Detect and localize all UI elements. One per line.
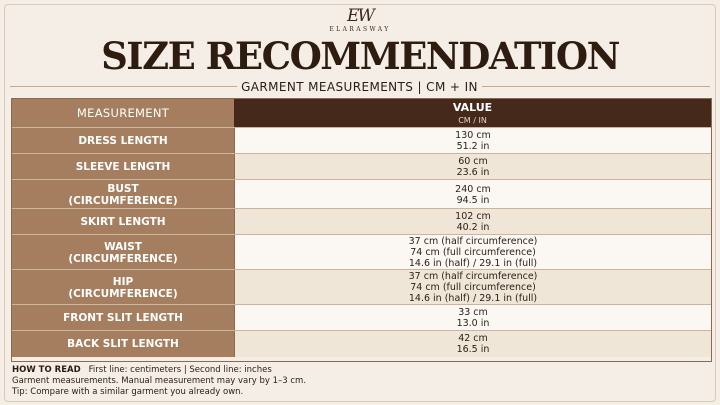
measurement-value-cell: 37 cm (half circumference) 74 cm (full ci… (235, 235, 711, 270)
measurement-name-cell: FRONT SLIT LENGTH (12, 305, 235, 331)
measurement-value-line: 51.2 in (456, 141, 490, 152)
measurement-value-line: 102 cm (455, 211, 491, 222)
header-value-label: VALUE (452, 101, 493, 114)
table-row: FRONT SLIT LENGTH 33 cm 13.0 in (12, 304, 711, 331)
measurement-value-cell: 37 cm (half circumference) 74 cm (full ci… (235, 270, 711, 305)
measurement-value-line: 42 cm (458, 333, 488, 344)
measurement-value-line: 37 cm (half circumference) (408, 236, 538, 247)
measurement-name-line: DRESS LENGTH (78, 135, 168, 147)
measurement-value-cell: 240 cm 94.5 in (235, 180, 711, 209)
measurement-name-line: SLEEVE LENGTH (75, 161, 171, 173)
measurement-value-line: 14.6 in (half) / 29.1 in (full) (408, 258, 538, 269)
table-row: HIP (CIRCUMFERENCE) 37 cm (half circumfere… (12, 269, 711, 305)
how-to-read-line: HOW TO READ First line: centimeters | Sec… (12, 365, 702, 376)
measurement-name-line: FRONT SLIT LENGTH (63, 312, 183, 324)
measurement-value-line: 33 cm (458, 307, 488, 318)
measurement-table: MEASUREMENT VALUE CM / IN DRESS LENGTH 13… (11, 98, 712, 362)
measurement-value-line: 13.0 in (456, 318, 490, 329)
measurement-name-cell: SKIRT LENGTH (12, 209, 235, 235)
measurement-value-line: 240 cm (455, 183, 491, 195)
measurement-name-line: WAIST (104, 240, 142, 253)
measurement-value-cell: 42 cm 16.5 in (235, 331, 711, 357)
measurement-value-line: 74 cm (full circumference) (410, 247, 536, 258)
measurement-value-line: 130 cm (455, 130, 491, 141)
table-row: BACK SLIT LENGTH 42 cm 16.5 in (12, 330, 711, 357)
measurement-name-cell: HIP (CIRCUMFERENCE) (12, 270, 235, 305)
header-measurement: MEASUREMENT (12, 99, 234, 127)
measurement-name-line: BUST (107, 182, 139, 195)
measurement-name-cell: BACK SLIT LENGTH (12, 331, 235, 357)
brand-monogram: EW (347, 6, 375, 26)
measurement-value-line: 14.6 in (half) / 29.1 in (full) (408, 293, 538, 304)
table-row: BUST (CIRCUMFERENCE) 240 cm 94.5 in (12, 179, 711, 209)
measurement-value-line: 60 cm (458, 156, 488, 167)
how-to-read-legend: First line: centimeters | Second line: i… (88, 365, 272, 375)
brand-logo: EW ELARASWAY (0, 6, 720, 33)
measurement-value-line: 94.5 in (456, 194, 490, 206)
header-value: VALUE CM / IN (234, 99, 711, 127)
measurement-name-line: (CIRCUMFERENCE) (68, 252, 178, 265)
measurement-value-line: 23.6 in (456, 167, 490, 178)
brand-name: ELARASWAY (329, 26, 391, 33)
measurement-name-line: (CIRCUMFERENCE) (68, 287, 178, 300)
subtitle-rule-right (482, 86, 710, 87)
measurement-value-line: 37 cm (half circumference) (408, 271, 538, 282)
page-title: SIZE RECOMMENDATION (101, 34, 620, 78)
how-to-read-label: HOW TO READ (12, 365, 81, 375)
measurement-name-cell: BUST (CIRCUMFERENCE) (12, 180, 235, 209)
subtitle-rule-left (10, 86, 237, 87)
measurement-value-line: 74 cm (full circumference) (410, 282, 536, 293)
header-value-unit: CM / IN (458, 116, 487, 125)
measurement-value-cell: 60 cm 23.6 in (235, 154, 711, 180)
measurement-note: Garment measurements. Manual measurement… (12, 376, 307, 386)
measurement-name-cell: SLEEVE LENGTH (12, 154, 235, 180)
table-row: SKIRT LENGTH 102 cm 40.2 in (12, 208, 711, 235)
measurement-value-cell: 130 cm 51.2 in (235, 128, 711, 154)
page-subtitle: GARMENT MEASUREMENTS | CM + IN (241, 80, 478, 94)
comparison-tip: Tip: Compare with a similar garment you … (12, 387, 244, 397)
table-row: WAIST (CIRCUMFERENCE) 37 cm (half circumfe… (12, 234, 711, 270)
measurement-name-line: BACK SLIT LENGTH (67, 338, 179, 350)
subtitle-row: GARMENT MEASUREMENTS | CM + IN (0, 78, 720, 96)
measurement-name-line: SKIRT LENGTH (80, 216, 166, 228)
measurement-value-line: 40.2 in (456, 222, 490, 233)
measurement-name-line: (CIRCUMFERENCE) (68, 194, 178, 207)
measurement-name-line: HIP (112, 275, 134, 288)
measurement-value-cell: 33 cm 13.0 in (235, 305, 711, 331)
measurement-value-cell: 102 cm 40.2 in (235, 209, 711, 235)
table-row: DRESS LENGTH 130 cm 51.2 in (12, 127, 711, 154)
measurement-name-cell: WAIST (CIRCUMFERENCE) (12, 235, 235, 270)
measurement-name-cell: DRESS LENGTH (12, 128, 235, 154)
table-row: SLEEVE LENGTH 60 cm 23.6 in (12, 153, 711, 180)
measurement-value-line: 16.5 in (456, 344, 490, 355)
how-to-read: HOW TO READ First line: centimeters | Sec… (12, 365, 702, 398)
